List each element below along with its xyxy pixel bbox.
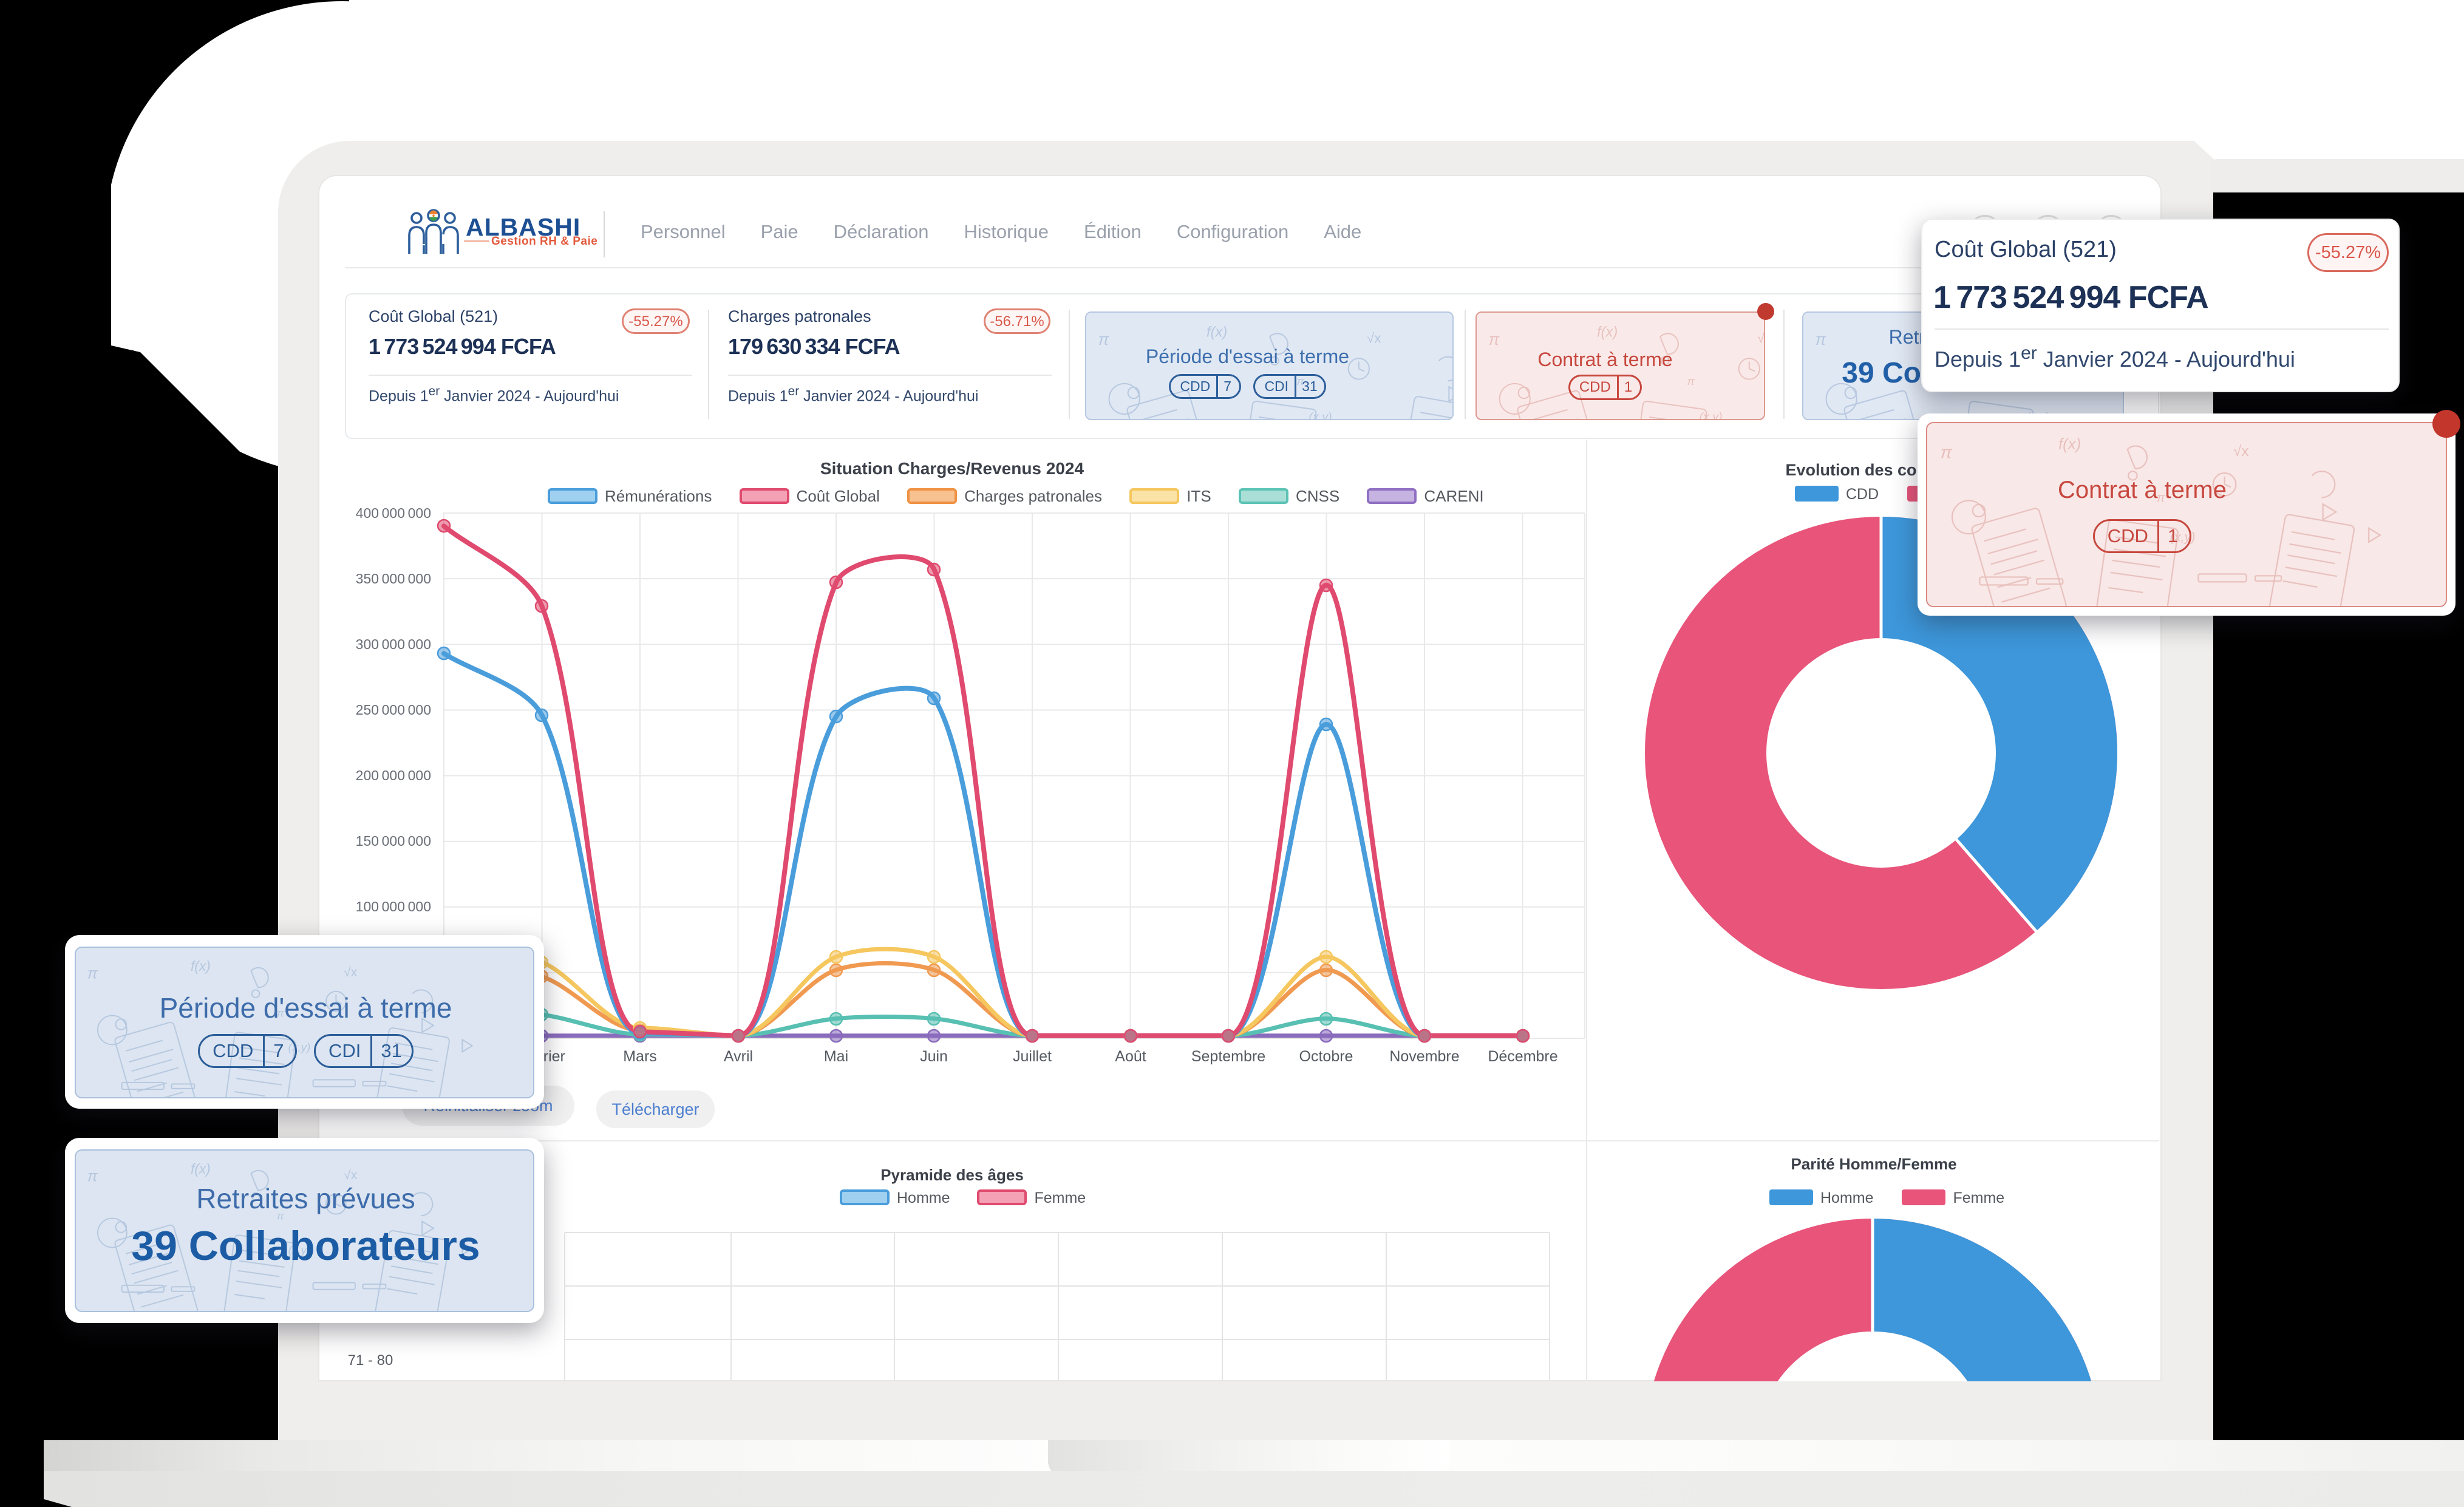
svg-text:300 000 000: 300 000 000 bbox=[356, 636, 431, 652]
svg-text:Décembre: Décembre bbox=[1488, 1048, 1557, 1065]
svg-text:Juillet: Juillet bbox=[1013, 1048, 1052, 1065]
svg-text:200 000 000: 200 000 000 bbox=[356, 767, 431, 783]
svg-text:400 000 000: 400 000 000 bbox=[356, 505, 431, 521]
svg-text:350 000 000: 350 000 000 bbox=[356, 571, 431, 587]
svg-text:Mai: Mai bbox=[824, 1048, 848, 1065]
svg-text:Octobre: Octobre bbox=[1299, 1048, 1353, 1065]
svg-text:150 000 000: 150 000 000 bbox=[356, 833, 431, 849]
svg-text:Juin: Juin bbox=[920, 1048, 948, 1065]
svg-text:250 000 000: 250 000 000 bbox=[356, 702, 431, 718]
svg-text:Septembre: Septembre bbox=[1191, 1048, 1265, 1065]
svg-text:Avril: Avril bbox=[724, 1048, 753, 1065]
svg-text:Novembre: Novembre bbox=[1389, 1048, 1459, 1065]
svg-text:71 - 80: 71 - 80 bbox=[348, 1352, 393, 1369]
svg-text:100 000 000: 100 000 000 bbox=[356, 899, 431, 914]
svg-text:Août: Août bbox=[1115, 1048, 1146, 1065]
svg-text:Mars: Mars bbox=[623, 1048, 657, 1065]
